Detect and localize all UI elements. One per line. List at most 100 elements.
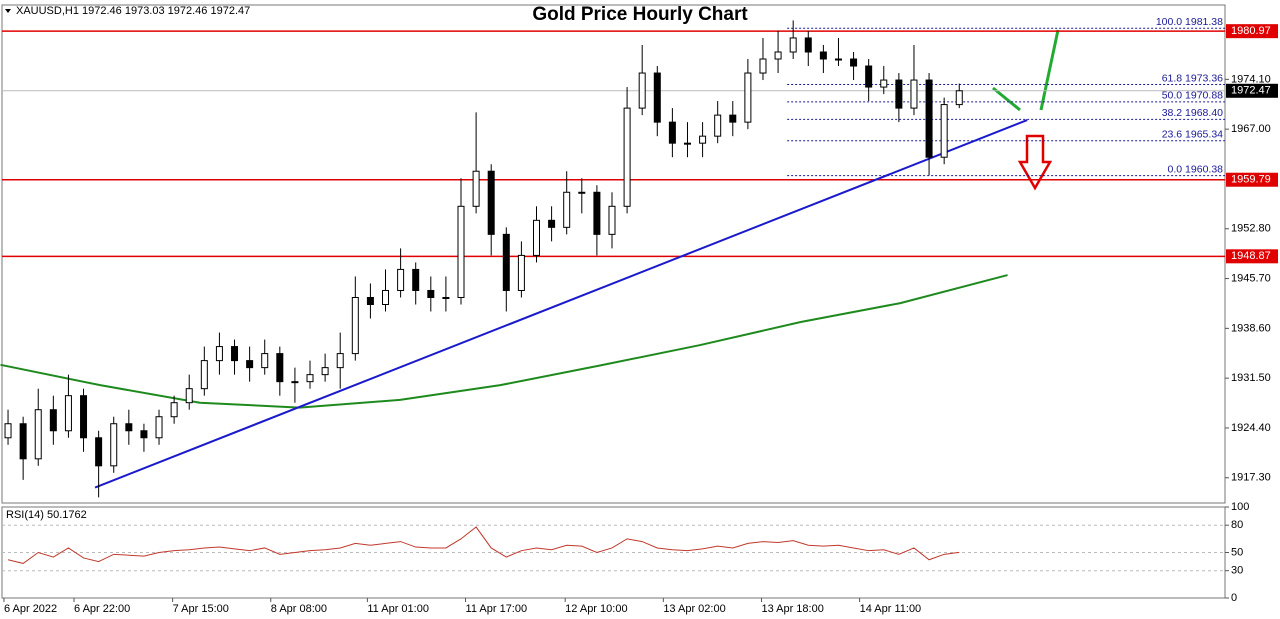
candle-body: [895, 79, 903, 109]
moving-average: [0, 274, 1008, 409]
candle-body: [95, 437, 103, 467]
candle-body: [487, 170, 495, 235]
candle-body: [517, 254, 525, 291]
level-price-box: [1226, 172, 1278, 187]
current-price-label: 1972.47: [1231, 85, 1271, 97]
candle-body: [638, 72, 646, 109]
candle-body: [699, 135, 707, 144]
candle-body: [366, 296, 374, 306]
candle-body: [804, 37, 812, 53]
candle-body: [457, 205, 465, 298]
x-tick-label: 6 Apr 22:00: [74, 603, 130, 615]
rsi-line: [7, 526, 960, 564]
candle-body: [200, 360, 208, 390]
candle-body: [170, 402, 178, 418]
chart-title: Gold Price Hourly Chart: [532, 4, 748, 25]
x-tick-label: 11 Apr 17:00: [466, 603, 528, 615]
candle-body: [231, 346, 239, 362]
y-tick-label: 1952.80: [1231, 223, 1271, 235]
x-tick-label: 13 Apr 02:00: [663, 603, 725, 615]
x-tick-label: 11 Apr 01:00: [367, 603, 429, 615]
level-price-label: 1980.97: [1231, 25, 1271, 37]
candle-body: [744, 72, 752, 123]
candle-body: [880, 79, 888, 88]
candle-body: [940, 104, 948, 158]
level-price-box: [1226, 24, 1278, 39]
candle-body: [276, 353, 284, 383]
candle-body: [774, 51, 782, 60]
current-price-box: [1226, 83, 1278, 98]
candle-body: [442, 296, 450, 299]
candle-body: [789, 37, 797, 53]
rsi-label: RSI(14) 50.1762: [6, 509, 87, 521]
fib-level-label: 100.0 1981.38: [1156, 16, 1223, 28]
candle-body: [19, 423, 27, 460]
candle-body: [593, 191, 601, 235]
candle-body: [653, 72, 661, 123]
y-tick-label: 1967.00: [1231, 123, 1271, 135]
candle-body: [819, 51, 827, 60]
candle-body: [683, 142, 691, 145]
candle-body: [34, 409, 42, 460]
level-price-label: 1948.87: [1231, 250, 1271, 262]
fib-level-label: 0.0 1960.38: [1168, 163, 1224, 175]
candle-body: [351, 296, 359, 355]
trendline: [94, 119, 1028, 489]
candle-body: [291, 381, 299, 384]
fib-level-label: 50.0 1970.88: [1162, 90, 1223, 102]
candle-body: [412, 268, 420, 291]
up-scenario-arrow: [992, 86, 1021, 112]
candle-body: [623, 107, 631, 207]
fib-level-label: 38.2 1968.40: [1162, 107, 1223, 119]
down-scenario-arrow: [1017, 134, 1053, 191]
candle-body: [608, 205, 616, 235]
candle-body: [336, 353, 344, 369]
rsi-tick-label: 0: [1231, 592, 1237, 604]
candle-body: [714, 114, 722, 137]
candle-body: [548, 219, 556, 228]
candle-body: [502, 233, 510, 291]
candle-body: [321, 367, 329, 376]
candle-body: [261, 353, 269, 369]
rsi-tick-label: 50: [1231, 546, 1243, 558]
candle-body: [955, 90, 963, 106]
level-price-box: [1226, 249, 1278, 264]
candle-body: [925, 79, 933, 158]
candle-body: [472, 170, 480, 207]
candle-body: [382, 289, 390, 306]
candle-body: [185, 388, 193, 404]
rsi-tick-label: 100: [1231, 501, 1249, 513]
candle-body: [759, 58, 767, 74]
y-tick-label: 1917.30: [1231, 472, 1271, 484]
candle-body: [49, 409, 57, 432]
fib-level-label: 61.8 1973.36: [1162, 72, 1223, 84]
candle-body: [427, 289, 435, 298]
rsi-tick-label: 30: [1231, 565, 1243, 577]
candle-body: [532, 219, 540, 256]
y-tick-label: 1931.50: [1231, 372, 1271, 384]
candle-body: [140, 430, 148, 439]
candle-body: [850, 58, 858, 67]
y-tick-label: 1938.60: [1231, 322, 1271, 334]
candle-body: [910, 79, 918, 109]
candle-body: [834, 58, 842, 61]
candle-body: [64, 395, 72, 432]
up-scenario-arrow: [1039, 29, 1060, 111]
x-tick-label: 12 Apr 10:00: [565, 603, 627, 615]
candle-body: [668, 121, 676, 144]
y-tick-label: 1974.10: [1231, 73, 1271, 85]
x-tick-label: 14 Apr 11:00: [860, 603, 922, 615]
candle-body: [729, 114, 737, 123]
rsi-tick-label: 80: [1231, 519, 1243, 531]
candle-body: [80, 395, 88, 439]
x-tick-label: 13 Apr 18:00: [761, 603, 823, 615]
chart-header: XAUUSD,H1 1972.46 1973.03 1972.46 1972.4…: [16, 5, 250, 17]
candle-body: [155, 416, 163, 439]
candle-body: [578, 191, 586, 194]
candle-body: [125, 423, 133, 432]
candle-body: [397, 268, 405, 291]
x-tick-label: 6 Apr 2022: [4, 603, 57, 615]
candle-body: [865, 65, 873, 88]
x-tick-label: 8 Apr 08:00: [271, 603, 327, 615]
